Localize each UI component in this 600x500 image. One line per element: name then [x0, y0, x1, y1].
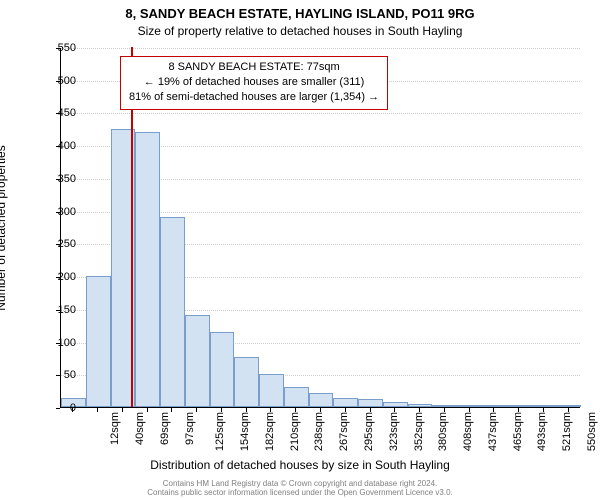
histogram-bar — [234, 357, 259, 407]
footer: Contains HM Land Registry data © Crown c… — [0, 479, 600, 498]
histogram-bar — [482, 405, 507, 407]
y-tick-mark — [56, 310, 60, 311]
x-tick-label: 295sqm — [363, 412, 375, 451]
x-tick-mark — [246, 408, 247, 412]
y-tick-mark — [56, 179, 60, 180]
x-tick-label: 182sqm — [264, 412, 276, 451]
y-tick-mark — [56, 408, 60, 409]
histogram-bar — [383, 402, 408, 407]
histogram-bar — [135, 132, 160, 407]
histogram-bar — [284, 387, 309, 407]
x-tick-mark — [72, 408, 73, 412]
x-tick-mark — [444, 408, 445, 412]
x-tick-label: 380sqm — [437, 412, 449, 451]
info-line-3: 81% of semi-detached houses are larger (… — [129, 90, 379, 105]
x-tick-label: 238sqm — [314, 412, 326, 451]
y-tick-mark — [56, 81, 60, 82]
y-tick-label: 400 — [44, 140, 76, 152]
y-tick-label: 200 — [44, 271, 76, 283]
x-tick-label: 408sqm — [462, 412, 474, 451]
y-tick-mark — [56, 375, 60, 376]
histogram-bar — [259, 374, 284, 407]
histogram-bar — [531, 405, 556, 407]
histogram-bar — [457, 405, 482, 407]
y-tick-mark — [56, 146, 60, 147]
x-tick-mark — [221, 408, 222, 412]
x-tick-mark — [493, 408, 494, 412]
histogram-bar — [86, 276, 111, 407]
x-tick-mark — [320, 408, 321, 412]
histogram-bar — [408, 404, 433, 407]
y-tick-mark — [56, 212, 60, 213]
y-tick-label: 550 — [44, 42, 76, 54]
histogram-bar — [160, 217, 185, 407]
footer-line-2: Contains public sector information licen… — [0, 488, 600, 498]
x-tick-mark — [196, 408, 197, 412]
footer-line-1: Contains HM Land Registry data © Crown c… — [0, 479, 600, 489]
histogram-bar — [432, 405, 457, 407]
x-tick-mark — [295, 408, 296, 412]
histogram-bar — [210, 332, 235, 407]
y-tick-label: 50 — [44, 369, 76, 381]
grid-line — [61, 48, 580, 49]
x-tick-label: 550sqm — [586, 412, 598, 451]
y-tick-label: 100 — [44, 337, 76, 349]
histogram-bar — [556, 405, 581, 407]
grid-line — [61, 113, 580, 114]
y-tick-mark — [56, 48, 60, 49]
y-tick-label: 250 — [44, 238, 76, 250]
y-tick-label: 500 — [44, 75, 76, 87]
y-tick-label: 450 — [44, 107, 76, 119]
histogram-bar — [358, 399, 383, 407]
y-tick-label: 350 — [44, 173, 76, 185]
chart-title: 8, SANDY BEACH ESTATE, HAYLING ISLAND, P… — [0, 6, 600, 21]
info-line-1: 8 SANDY BEACH ESTATE: 77sqm — [129, 60, 379, 75]
y-tick-mark — [56, 244, 60, 245]
x-tick-label: 97sqm — [184, 412, 196, 445]
x-tick-mark — [419, 408, 420, 412]
y-tick-mark — [56, 113, 60, 114]
x-tick-label: 12sqm — [109, 412, 121, 445]
y-tick-label: 150 — [44, 304, 76, 316]
x-tick-label: 493sqm — [536, 412, 548, 451]
y-axis-label: Number of detached properties — [0, 145, 8, 310]
x-tick-label: 323sqm — [388, 412, 400, 451]
x-tick-mark — [568, 408, 569, 412]
y-tick-label: 300 — [44, 206, 76, 218]
histogram-bar — [309, 393, 334, 407]
x-tick-label: 154sqm — [239, 412, 251, 451]
y-tick-label: 0 — [44, 402, 76, 414]
x-tick-label: 210sqm — [289, 412, 301, 451]
x-tick-label: 437sqm — [487, 412, 499, 451]
y-tick-mark — [56, 343, 60, 344]
info-box: 8 SANDY BEACH ESTATE: 77sqm ← 19% of det… — [120, 56, 388, 110]
x-tick-label: 125sqm — [215, 412, 227, 451]
x-tick-mark — [97, 408, 98, 412]
x-tick-mark — [469, 408, 470, 412]
x-tick-mark — [518, 408, 519, 412]
x-tick-mark — [147, 408, 148, 412]
x-tick-mark — [543, 408, 544, 412]
x-tick-mark — [345, 408, 346, 412]
x-tick-mark — [370, 408, 371, 412]
y-tick-mark — [56, 277, 60, 278]
x-tick-label: 352sqm — [413, 412, 425, 451]
chart-root: 8, SANDY BEACH ESTATE, HAYLING ISLAND, P… — [0, 0, 600, 500]
x-tick-mark — [270, 408, 271, 412]
x-tick-label: 465sqm — [512, 412, 524, 451]
info-line-2: ← 19% of detached houses are smaller (31… — [129, 75, 379, 90]
x-tick-label: 69sqm — [159, 412, 171, 445]
chart-subtitle: Size of property relative to detached ho… — [0, 24, 600, 38]
x-axis-label: Distribution of detached houses by size … — [0, 458, 600, 472]
histogram-bar — [333, 398, 358, 407]
x-tick-mark — [394, 408, 395, 412]
x-tick-label: 40sqm — [134, 412, 146, 445]
histogram-bar — [185, 315, 210, 407]
histogram-bar — [507, 405, 532, 407]
x-tick-mark — [171, 408, 172, 412]
x-tick-label: 267sqm — [338, 412, 350, 451]
x-tick-mark — [122, 408, 123, 412]
x-tick-label: 521sqm — [561, 412, 573, 451]
